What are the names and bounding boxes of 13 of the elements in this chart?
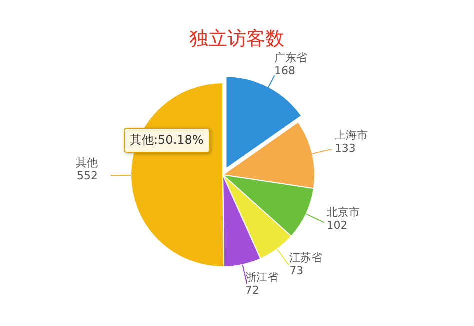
data-label: 72: [245, 284, 260, 298]
data-label: 168: [274, 64, 296, 78]
slice-label: 上海市: [334, 128, 368, 142]
data-label: 552: [77, 170, 98, 183]
slice-label: 广东省: [274, 51, 308, 64]
slice-label: 其他: [76, 156, 98, 170]
text: 其他:50.18%: [124, 128, 210, 153]
chart-title: 独立访客数: [188, 27, 286, 52]
data-label: 102: [326, 219, 348, 232]
data-label: 73: [290, 264, 304, 278]
slice-label: 北京市: [326, 206, 360, 220]
data-label: 133: [334, 142, 356, 155]
slice-label: 江苏省: [290, 251, 323, 264]
